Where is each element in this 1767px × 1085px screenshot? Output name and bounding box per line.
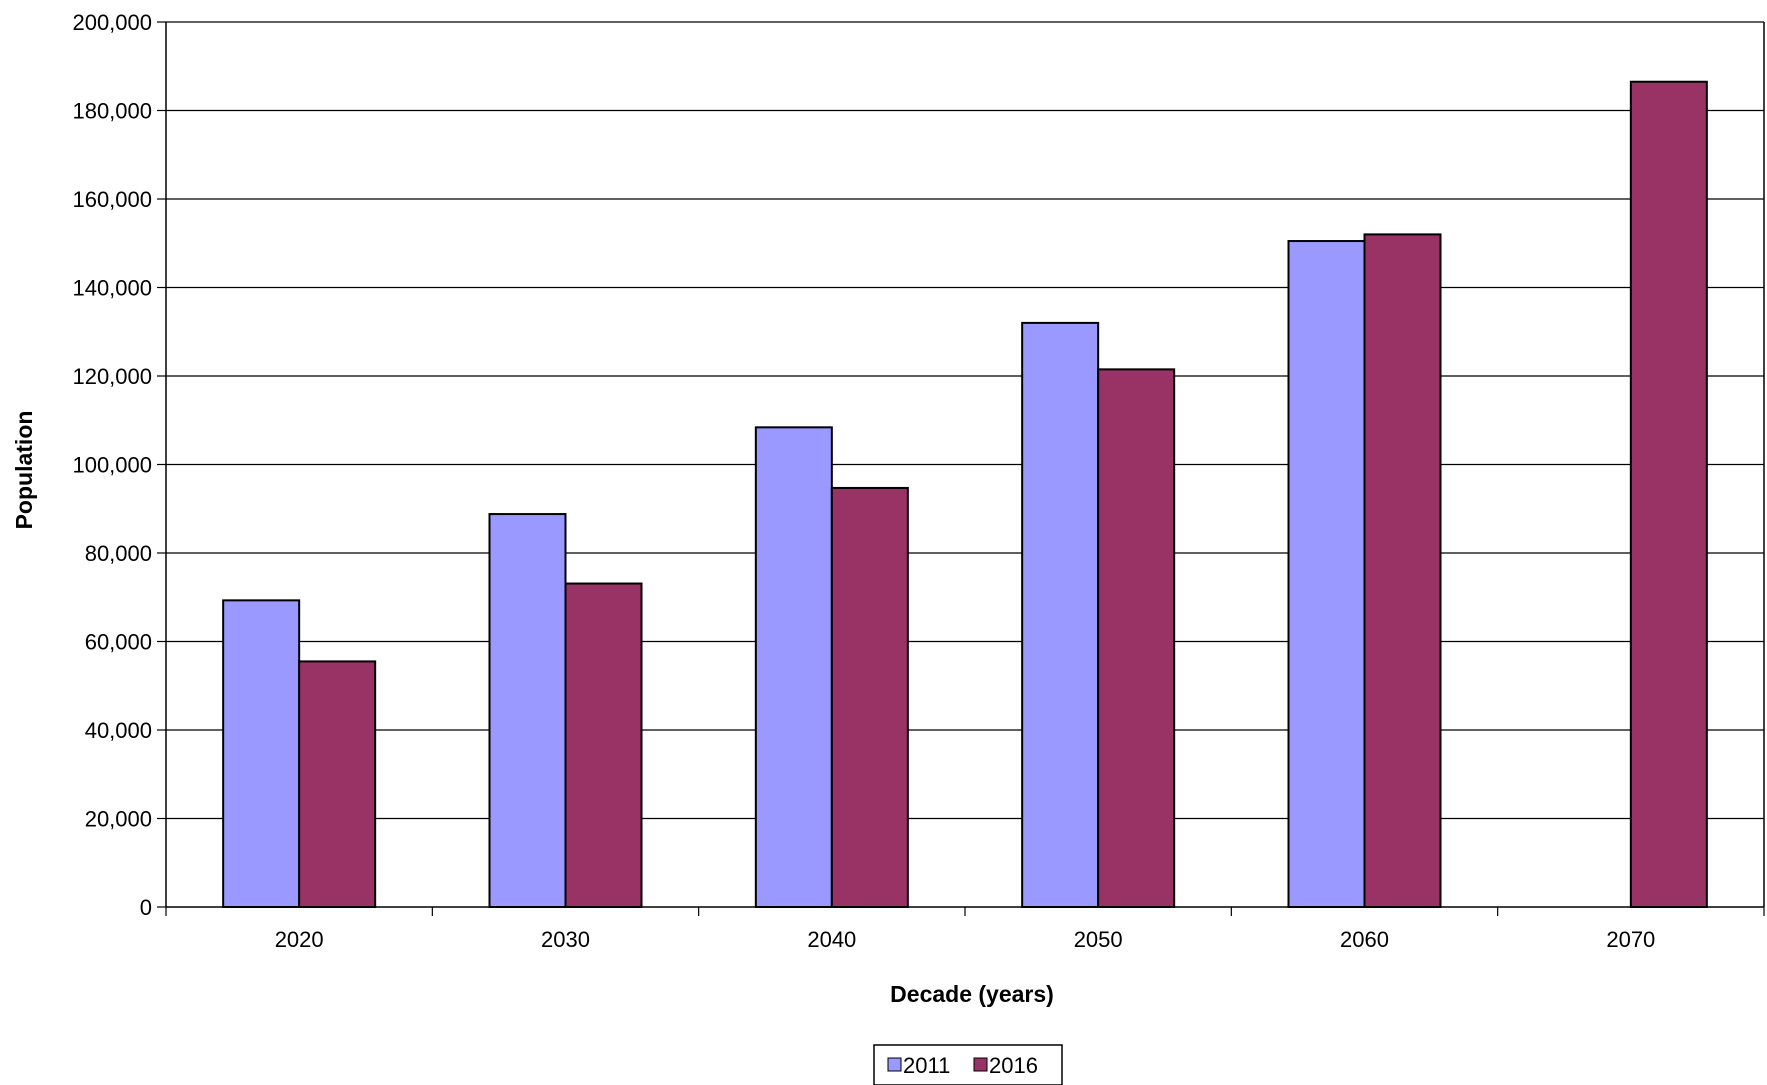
y-tick-label: 60,000 — [85, 630, 152, 655]
bar-2016-2030 — [564, 582, 643, 908]
legend: 2011 2016 — [873, 1044, 1063, 1085]
y-tick-label: 80,000 — [85, 541, 152, 566]
x-tick-label: 2030 — [541, 927, 590, 952]
bar-2016-2060 — [1363, 233, 1442, 908]
bar-2016-2040 — [830, 486, 909, 908]
x-tick-label: 2020 — [275, 927, 324, 952]
x-tick-labels: 2020 2030 2040 2050 2060 2070 — [275, 927, 1656, 952]
y-tick-label: 140,000 — [72, 276, 152, 301]
x-tick-label: 2040 — [807, 927, 856, 952]
y-tick-label: 0 — [140, 895, 152, 920]
legend-label-2011: 2011 — [903, 1053, 950, 1078]
bars — [222, 80, 1708, 909]
bar-2016-2020 — [298, 660, 377, 908]
legend-swatch-2016 — [973, 1057, 988, 1072]
bar-2011-2030 — [488, 513, 567, 908]
bar-2011-2040 — [754, 426, 833, 908]
y-tick-label: 120,000 — [72, 364, 152, 389]
x-axis-title: Decade (years) — [890, 981, 1054, 1007]
y-tick-label: 180,000 — [72, 99, 152, 124]
x-tick-label: 2060 — [1340, 927, 1389, 952]
legend-box — [873, 1044, 1063, 1085]
y-axis-title: Population — [11, 411, 37, 530]
bar-2016-2070 — [1629, 80, 1708, 909]
y-tick-label: 200,000 — [72, 10, 152, 35]
bar-2011-2020 — [222, 599, 301, 908]
bar-2011-2050 — [1021, 321, 1100, 908]
y-tick-label: 20,000 — [85, 807, 152, 832]
y-tick-label: 100,000 — [72, 453, 152, 478]
legend-label-2016: 2016 — [989, 1053, 1038, 1078]
legend-swatch-2011 — [887, 1057, 902, 1072]
y-tick-labels: 0 20,000 40,000 60,000 80,000 100,000 120,000 1… — [72, 10, 152, 920]
bar-2011-2060 — [1287, 240, 1366, 909]
axes — [157, 21, 1765, 916]
y-tick-label: 40,000 — [85, 718, 152, 743]
gridlines — [166, 21, 1764, 820]
bar-2016-2050 — [1097, 368, 1176, 908]
x-tick-label: 2050 — [1074, 927, 1123, 952]
x-tick-label: 2070 — [1606, 927, 1655, 952]
y-tick-label: 160,000 — [72, 187, 152, 212]
